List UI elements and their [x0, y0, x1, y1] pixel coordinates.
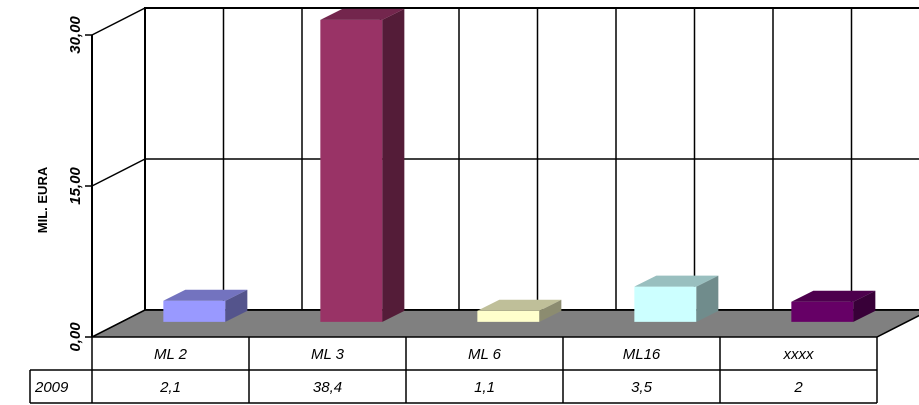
- y-tick-label: 15,00: [67, 167, 84, 205]
- data-label: 3,5: [631, 379, 653, 396]
- bar-front: [320, 19, 383, 322]
- bar: [791, 290, 876, 322]
- gridline-side: [91, 309, 146, 338]
- bar-side: [225, 289, 248, 322]
- bar-side: [853, 290, 876, 322]
- x-tick-label: ML 3: [311, 346, 345, 363]
- bar: [634, 275, 719, 322]
- y-tick-label: 0,00: [67, 322, 84, 352]
- x-tick-label: ML 6: [468, 346, 502, 363]
- bar-side: [539, 299, 562, 322]
- bar-front: [634, 286, 697, 322]
- bar-front: [477, 310, 540, 322]
- x-tick-label: ML16: [623, 346, 661, 363]
- gridline-side: [91, 7, 146, 36]
- gridline-side: [91, 158, 146, 187]
- chart-back-wall: [91, 7, 919, 337]
- y-axis-label: MIL. EURA: [35, 166, 50, 233]
- data-label: 38,4: [313, 379, 342, 396]
- bar: [477, 299, 562, 322]
- x-tick-label: ML 2: [154, 346, 188, 363]
- data-label: 2: [793, 379, 803, 396]
- x-tick-label: xxxx: [783, 346, 815, 363]
- data-label: 1,1: [474, 379, 495, 396]
- data-label: 2,1: [159, 379, 181, 396]
- bar: [320, 8, 405, 322]
- bar-top: [320, 8, 405, 20]
- data-table: 2009 ML 2 2,1 ML 3 38,4 ML 6 1,1 ML16 3,5 xxxx 2: [29, 337, 878, 404]
- y-axis: 0,00 15,00 30,00: [67, 16, 92, 352]
- bar-top: [477, 299, 562, 311]
- bar-front: [791, 301, 854, 322]
- y-tick-label: 30,00: [67, 16, 84, 54]
- bar-top: [791, 290, 876, 302]
- bar-front: [163, 300, 226, 322]
- series-label: 2009: [34, 379, 69, 396]
- gridlines: [91, 7, 919, 338]
- bar-top: [163, 289, 248, 301]
- bar-top: [634, 275, 719, 287]
- bars: [163, 8, 876, 322]
- bar-side: [696, 275, 719, 322]
- bar: [163, 289, 248, 322]
- bar-side: [382, 8, 405, 322]
